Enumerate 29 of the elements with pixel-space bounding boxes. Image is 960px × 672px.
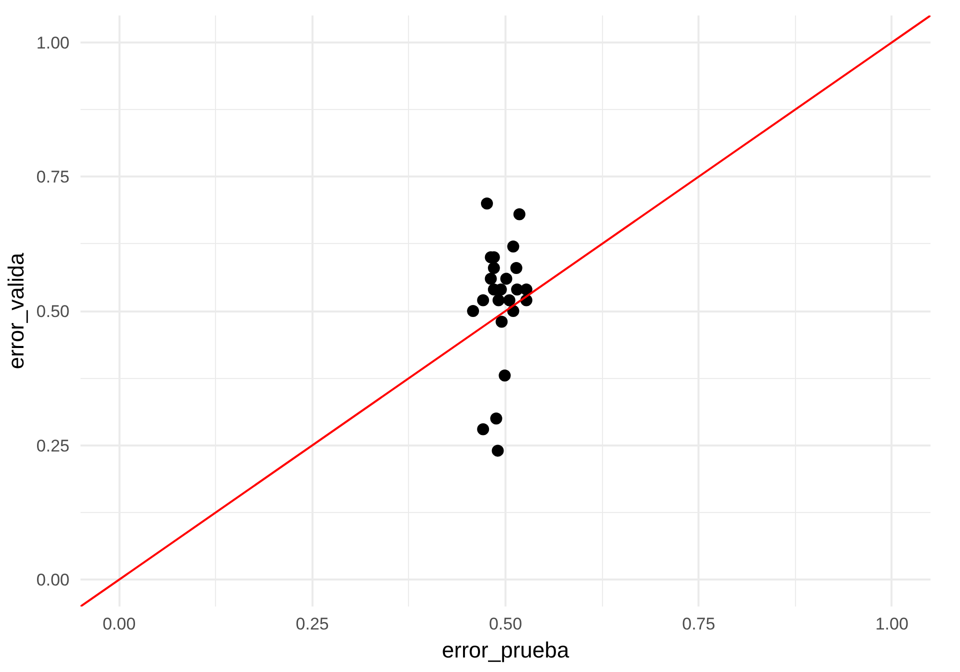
y-tick-label: 0.75 xyxy=(36,168,70,187)
y-tick-label: 0.00 xyxy=(36,570,70,590)
x-tick-label: 0.00 xyxy=(102,614,136,634)
point xyxy=(496,316,508,328)
point xyxy=(467,305,480,317)
point xyxy=(520,284,532,296)
point xyxy=(490,412,502,424)
x-tick-label: 0.25 xyxy=(296,614,329,634)
x-axis-title: error_prueba xyxy=(442,638,570,662)
point xyxy=(492,294,505,306)
point xyxy=(510,262,522,274)
y-axis-title: error_valida xyxy=(3,252,28,370)
point xyxy=(503,294,516,306)
point xyxy=(484,272,497,285)
y-tick-label: 0.25 xyxy=(36,436,70,456)
point xyxy=(492,444,504,457)
point xyxy=(477,294,490,306)
point xyxy=(500,272,512,285)
point xyxy=(488,262,500,274)
point xyxy=(507,240,520,253)
y-tick-label: 1.00 xyxy=(36,33,70,52)
x-tick-label: 1.00 xyxy=(875,614,908,634)
y-tick-label: 0.50 xyxy=(36,302,70,321)
point xyxy=(513,208,526,220)
point xyxy=(477,423,490,436)
point xyxy=(480,198,493,210)
x-tick-label: 0.75 xyxy=(682,614,716,634)
point xyxy=(498,369,511,382)
x-tick-label: 0.50 xyxy=(488,614,522,634)
